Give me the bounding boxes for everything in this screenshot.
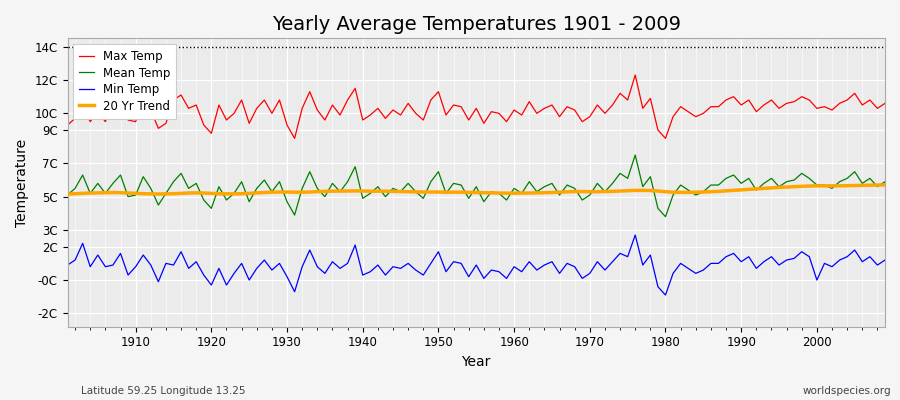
Legend: Max Temp, Mean Temp, Min Temp, 20 Yr Trend: Max Temp, Mean Temp, Min Temp, 20 Yr Tre…: [74, 44, 176, 119]
20 Yr Trend: [879, 182, 890, 187]
Line: Mean Temp: Mean Temp: [68, 155, 885, 217]
20 Yr Trend: [289, 190, 300, 194]
Min Temp: [62, 263, 73, 268]
20 Yr Trend: [501, 191, 512, 196]
20 Yr Trend: [122, 191, 133, 196]
Line: 20 Yr Trend: 20 Yr Trend: [68, 185, 885, 194]
20 Yr Trend: [335, 189, 346, 194]
Mean Temp: [630, 153, 641, 158]
Max Temp: [297, 106, 308, 111]
Text: Latitude 59.25 Longitude 13.25: Latitude 59.25 Longitude 13.25: [81, 386, 246, 396]
X-axis label: Year: Year: [462, 355, 491, 369]
Min Temp: [660, 293, 670, 298]
Mean Temp: [508, 186, 519, 191]
Min Temp: [599, 268, 610, 272]
20 Yr Trend: [599, 189, 610, 194]
Min Temp: [508, 264, 519, 269]
Mean Temp: [122, 194, 133, 199]
Max Temp: [608, 103, 618, 108]
20 Yr Trend: [62, 192, 73, 196]
Mean Temp: [879, 179, 890, 184]
Max Temp: [630, 73, 641, 78]
Mean Temp: [289, 213, 300, 218]
Max Temp: [517, 113, 527, 118]
Min Temp: [335, 266, 346, 271]
Line: Min Temp: Min Temp: [68, 235, 885, 295]
Y-axis label: Temperature: Temperature: [15, 138, 29, 226]
Min Temp: [630, 233, 641, 238]
Min Temp: [501, 276, 512, 281]
Max Temp: [879, 101, 890, 106]
Min Temp: [122, 273, 133, 278]
Mean Temp: [62, 193, 73, 198]
Mean Temp: [335, 189, 346, 194]
Mean Temp: [501, 198, 512, 202]
Max Temp: [62, 123, 73, 128]
Line: Max Temp: Max Temp: [68, 75, 885, 138]
Max Temp: [289, 136, 300, 141]
Max Temp: [342, 98, 353, 102]
Text: worldspecies.org: worldspecies.org: [803, 386, 891, 396]
20 Yr Trend: [508, 191, 519, 196]
Mean Temp: [660, 214, 670, 219]
Max Temp: [508, 108, 519, 112]
Min Temp: [289, 289, 300, 294]
Min Temp: [879, 258, 890, 262]
Title: Yearly Average Temperatures 1901 - 2009: Yearly Average Temperatures 1901 - 2009: [272, 15, 680, 34]
Mean Temp: [599, 189, 610, 194]
Max Temp: [122, 118, 133, 122]
